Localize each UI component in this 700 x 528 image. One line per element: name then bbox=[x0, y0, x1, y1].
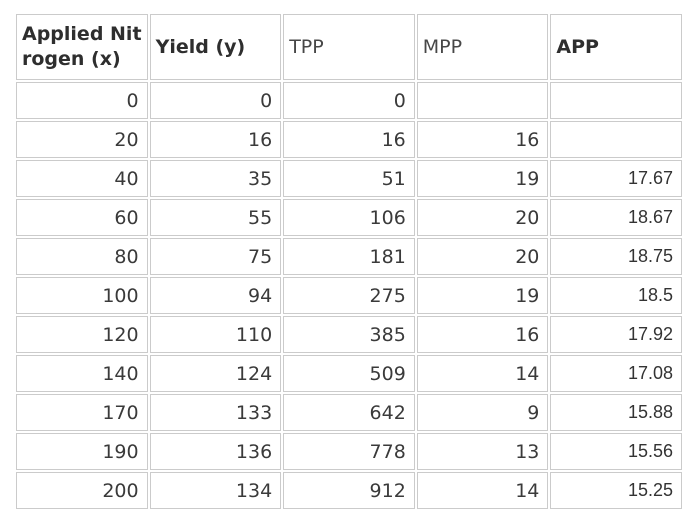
cell-x: 170 bbox=[16, 394, 148, 431]
cell-app: 15.25 bbox=[550, 472, 682, 509]
cell-mpp: 14 bbox=[416, 472, 549, 509]
table-row: 170 133 642 9 15.88 bbox=[16, 394, 682, 431]
cell-yield: 136 bbox=[149, 433, 282, 470]
cell-x: 140 bbox=[16, 355, 148, 392]
nitrogen-yield-table: Applied Nit rogen (x) Yield (y) TPP MPP … bbox=[14, 12, 684, 511]
header-line-2: rogen (x) bbox=[22, 48, 121, 70]
cell-tpp: 275 bbox=[283, 277, 415, 314]
table-row: 100 94 275 19 18.5 bbox=[16, 277, 682, 314]
cell-yield: 0 bbox=[149, 82, 282, 119]
table-row: 200 134 912 14 15.25 bbox=[16, 472, 682, 509]
cell-mpp: 9 bbox=[416, 394, 549, 431]
table-row: 60 55 106 20 18.67 bbox=[16, 199, 682, 236]
cell-tpp: 385 bbox=[283, 316, 415, 353]
cell-tpp: 106 bbox=[283, 199, 415, 236]
cell-yield: 133 bbox=[149, 394, 282, 431]
cell-x: 80 bbox=[16, 238, 148, 275]
cell-mpp: 14 bbox=[416, 355, 549, 392]
cell-tpp: 778 bbox=[283, 433, 415, 470]
col-header-applied-nitrogen: Applied Nit rogen (x) bbox=[16, 14, 148, 80]
cell-x: 190 bbox=[16, 433, 148, 470]
cell-tpp: 16 bbox=[283, 121, 415, 158]
table-row: 120 110 385 16 17.92 bbox=[16, 316, 682, 353]
cell-tpp: 181 bbox=[283, 238, 415, 275]
cell-x: 60 bbox=[16, 199, 148, 236]
cell-tpp: 912 bbox=[283, 472, 415, 509]
cell-x: 0 bbox=[16, 82, 148, 119]
col-header-tpp: TPP bbox=[283, 14, 415, 80]
table-row: 40 35 51 19 17.67 bbox=[16, 160, 682, 197]
cell-yield: 35 bbox=[149, 160, 282, 197]
cell-mpp: 16 bbox=[416, 121, 549, 158]
table-row: 20 16 16 16 bbox=[16, 121, 682, 158]
cell-yield: 110 bbox=[149, 316, 282, 353]
cell-app: 15.88 bbox=[550, 394, 682, 431]
header-line-1: Applied Nit bbox=[22, 23, 142, 46]
cell-app: 17.92 bbox=[550, 316, 682, 353]
cell-app bbox=[550, 121, 682, 158]
cell-app: 17.08 bbox=[550, 355, 682, 392]
cell-app: 18.75 bbox=[550, 238, 682, 275]
cell-yield: 16 bbox=[149, 121, 282, 158]
cell-yield: 134 bbox=[149, 472, 282, 509]
cell-mpp: 19 bbox=[416, 160, 549, 197]
cell-yield: 124 bbox=[149, 355, 282, 392]
cell-app: 17.67 bbox=[550, 160, 682, 197]
cell-mpp: 13 bbox=[416, 433, 549, 470]
col-header-app: APP bbox=[550, 14, 682, 80]
cell-yield: 75 bbox=[149, 238, 282, 275]
cell-x: 20 bbox=[16, 121, 148, 158]
cell-tpp: 509 bbox=[283, 355, 415, 392]
cell-yield: 94 bbox=[149, 277, 282, 314]
table-row: 140 124 509 14 17.08 bbox=[16, 355, 682, 392]
cell-tpp: 51 bbox=[283, 160, 415, 197]
cell-app: 15.56 bbox=[550, 433, 682, 470]
cell-x: 100 bbox=[16, 277, 148, 314]
cell-x: 40 bbox=[16, 160, 148, 197]
table-row: 0 0 0 bbox=[16, 82, 682, 119]
table-row: 80 75 181 20 18.75 bbox=[16, 238, 682, 275]
cell-mpp bbox=[416, 82, 549, 119]
cell-x: 200 bbox=[16, 472, 148, 509]
header-row: Applied Nit rogen (x) Yield (y) TPP MPP … bbox=[16, 14, 682, 80]
cell-app bbox=[550, 82, 682, 119]
cell-app: 18.67 bbox=[550, 199, 682, 236]
cell-mpp: 16 bbox=[416, 316, 549, 353]
cell-app: 18.5 bbox=[550, 277, 682, 314]
col-header-mpp: MPP bbox=[416, 14, 549, 80]
cell-x: 120 bbox=[16, 316, 148, 353]
cell-mpp: 19 bbox=[416, 277, 549, 314]
col-header-yield: Yield (y) bbox=[149, 14, 282, 80]
cell-yield: 55 bbox=[149, 199, 282, 236]
cell-tpp: 642 bbox=[283, 394, 415, 431]
cell-tpp: 0 bbox=[283, 82, 415, 119]
cell-mpp: 20 bbox=[416, 238, 549, 275]
table-row: 190 136 778 13 15.56 bbox=[16, 433, 682, 470]
cell-mpp: 20 bbox=[416, 199, 549, 236]
